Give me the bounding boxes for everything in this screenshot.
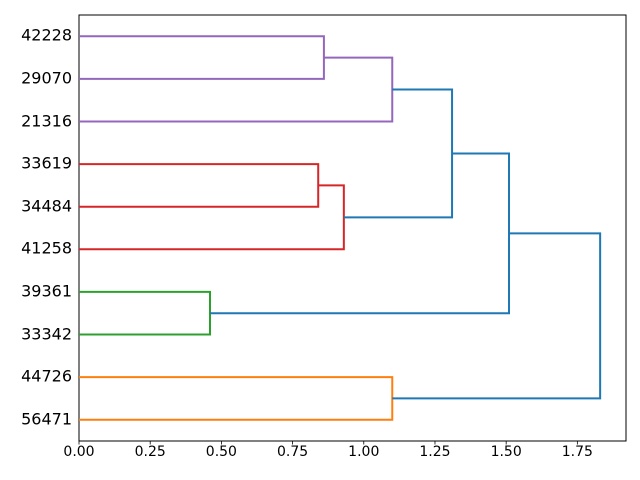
- leaf-label: 41258: [21, 238, 72, 258]
- leaf-label: 21316: [21, 111, 72, 131]
- x-tick-label: 0.50: [205, 444, 237, 460]
- dendrogram-link-blue: [343, 88, 454, 219]
- axes-spines: [78, 14, 627, 442]
- dendrogram-link-blue: [209, 152, 511, 315]
- x-tick-label: 1.25: [419, 444, 451, 460]
- x-tick-label: 0.75: [276, 444, 309, 460]
- leaf-label: 44726: [21, 366, 72, 386]
- dendrogram-link-red: [79, 184, 345, 251]
- x-tick-label: 1.50: [490, 444, 522, 460]
- x-tick-label: 1.00: [348, 444, 380, 460]
- dendrogram-links: [79, 35, 602, 421]
- dendrogram-link-green: [79, 290, 211, 336]
- dendrogram-link-orange: [79, 376, 394, 421]
- leaf-label: 39361: [21, 281, 72, 301]
- x-tick-label: 0.00: [63, 444, 95, 460]
- dendrogram-link-blue: [392, 232, 602, 400]
- x-tick-label: 0.25: [134, 444, 166, 460]
- dendrogram-link-purple: [79, 56, 394, 123]
- leaf-label: 56471: [21, 409, 72, 429]
- leaf-label: 33619: [21, 153, 72, 173]
- leaf-label: 42228: [21, 25, 72, 45]
- dendrogram-link-red: [79, 163, 320, 208]
- dendrogram-link-purple: [79, 35, 325, 80]
- x-axis-ticks: [78, 441, 578, 445]
- leaf-label: 29070: [21, 68, 72, 88]
- x-tick-label: 1.75: [561, 444, 593, 460]
- leaf-label: 34484: [21, 196, 72, 216]
- leaf-label: 33342: [21, 324, 72, 344]
